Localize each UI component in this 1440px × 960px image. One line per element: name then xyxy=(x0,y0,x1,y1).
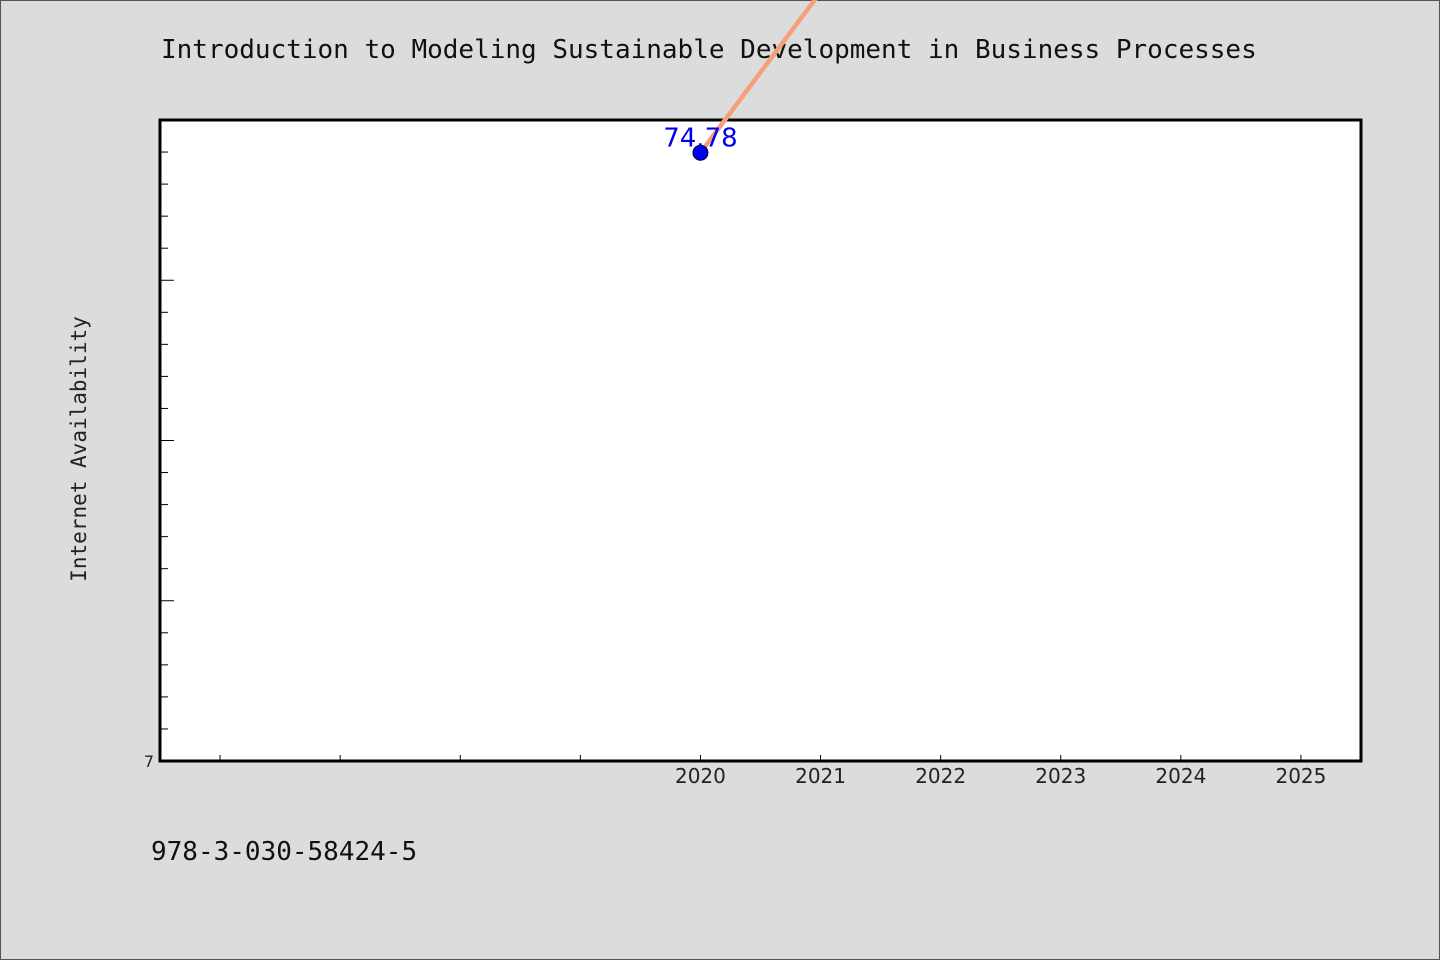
x-tick-label: 2025 xyxy=(1275,764,1326,788)
y-tick-label: 7 xyxy=(144,752,154,771)
x-tick-label: 2021 xyxy=(795,764,846,788)
x-tick-label: 2022 xyxy=(915,764,966,788)
y-axis-ticks: 7 xyxy=(144,151,174,771)
series-markers xyxy=(692,0,822,161)
x-tick-label: 2024 xyxy=(1155,764,1206,788)
data-point-marker xyxy=(692,144,709,161)
x-axis-ticks: 2020 2021 2022 2023 2024 2025 xyxy=(219,755,1326,788)
chart-title: Introduction to Modeling Sustainable Dev… xyxy=(161,35,1257,65)
x-tick-label: 2020 xyxy=(675,764,726,788)
data-labels: 74.7879.7981.1383.4881.5886.65 xyxy=(663,124,737,154)
isbn-footer: 978-3-030-58424-5 xyxy=(151,837,418,867)
x-tick-label: 2023 xyxy=(1035,764,1086,788)
plot-area xyxy=(158,118,1363,763)
series-line xyxy=(698,0,818,155)
data-label: 74.78 xyxy=(663,124,737,154)
